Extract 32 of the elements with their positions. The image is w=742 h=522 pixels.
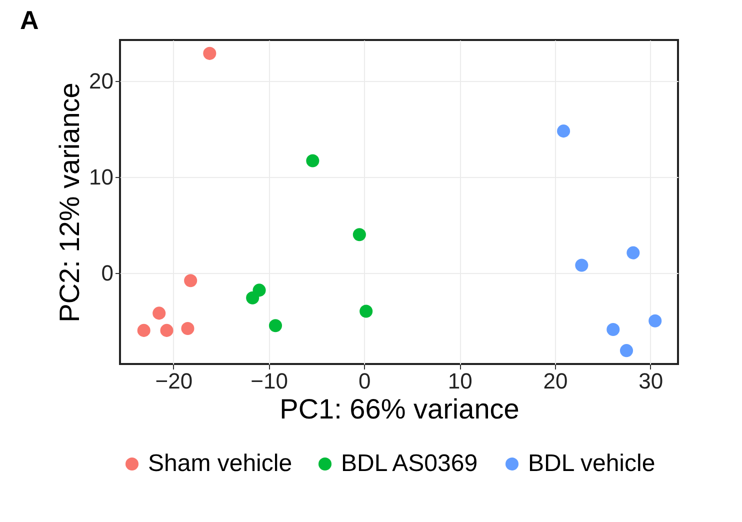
chart-title: A <box>20 5 39 35</box>
point <box>181 322 194 336</box>
point <box>152 306 166 320</box>
y-tick-label: 20 <box>89 68 114 94</box>
legend-label: BDL AS0369 <box>341 450 478 477</box>
point <box>360 304 373 318</box>
x-tick-label: −10 <box>250 368 288 394</box>
point <box>160 324 174 337</box>
point <box>203 46 216 60</box>
point <box>184 274 198 288</box>
point <box>268 319 282 332</box>
point <box>648 314 662 328</box>
point <box>606 322 620 336</box>
point <box>575 258 588 272</box>
x-tick-label: 30 <box>638 368 664 394</box>
x-tick-label: 20 <box>543 368 568 394</box>
point <box>352 228 366 242</box>
legend-label: BDL vehicle <box>528 450 656 477</box>
point <box>306 154 320 168</box>
y-tick-label: 0 <box>101 260 114 286</box>
legend-label: Sham vehicle <box>148 450 292 477</box>
point <box>246 291 260 304</box>
y-tick-label: 10 <box>89 164 114 190</box>
point <box>137 324 150 337</box>
x-tick-label: −20 <box>155 368 193 394</box>
point <box>557 124 570 138</box>
point <box>620 344 634 358</box>
x-axis-title: PC1: 66% variance <box>280 394 520 424</box>
x-tick-label: 0 <box>358 368 371 394</box>
y-axis-title: PC2: 12% variance <box>54 82 86 322</box>
point <box>626 246 640 260</box>
x-tick-label: 10 <box>448 368 472 394</box>
